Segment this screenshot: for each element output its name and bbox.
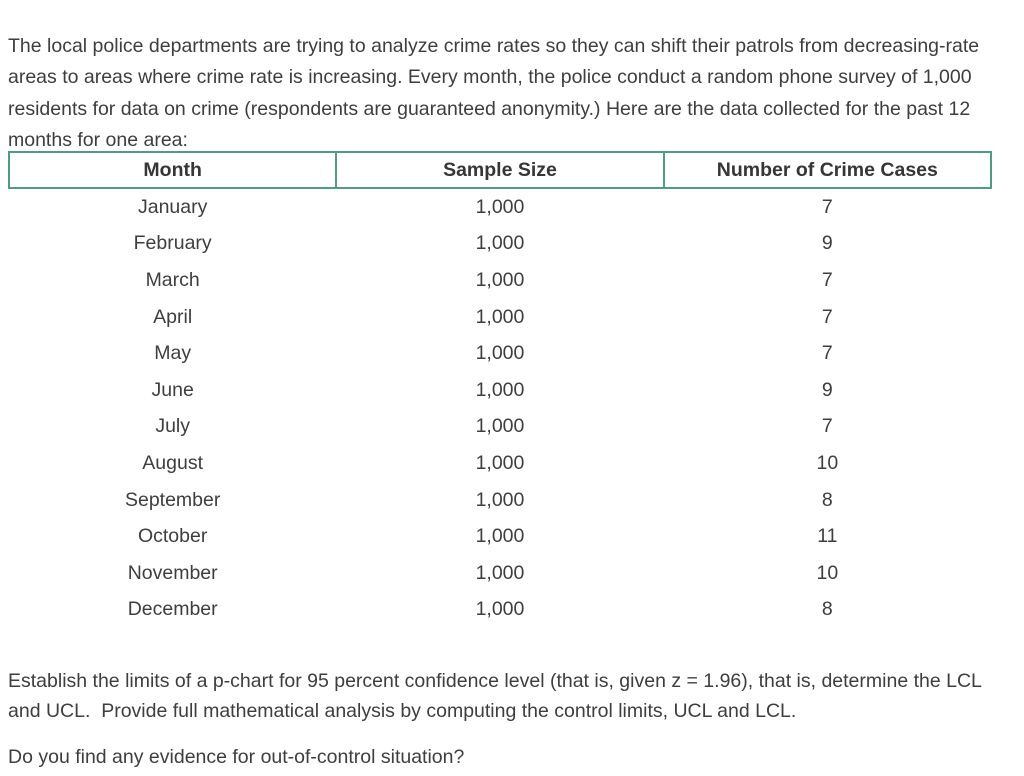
cell-sample-size: 1,000 xyxy=(475,268,525,291)
problem-statement: The local police departments are trying … xyxy=(8,34,980,152)
crime-data-table: Month Sample Size Number of Crime Cases … xyxy=(7,151,993,629)
cell-sample-size: 1,000 xyxy=(475,378,525,401)
table-row: January 1,000 7 xyxy=(9,188,991,226)
cell-sample-size: 1,000 xyxy=(475,525,525,548)
cell-month: July xyxy=(155,415,190,438)
cell-month: August xyxy=(142,451,204,474)
cell-sample-size: 1,000 xyxy=(475,488,525,511)
cell-sample-size: 1,000 xyxy=(475,451,525,474)
cell-crime-cases: 11 xyxy=(817,525,838,548)
column-header-crime-cases: Number of Crime Cases xyxy=(662,151,993,189)
column-header-month: Month xyxy=(7,151,338,189)
cell-crime-cases: 10 xyxy=(816,561,839,584)
table-row: April 1,000 7 xyxy=(9,299,991,336)
cell-month: March xyxy=(145,268,200,291)
column-header-sample-size: Sample Size xyxy=(335,151,665,189)
cell-month: November xyxy=(127,561,218,584)
cell-month: February xyxy=(133,232,212,255)
cell-month: September xyxy=(124,488,221,511)
table-row: June 1,000 9 xyxy=(9,372,991,409)
cell-month: January xyxy=(137,195,208,218)
cell-crime-cases: 7 xyxy=(821,415,833,438)
cell-crime-cases: 7 xyxy=(821,268,833,291)
question-pchart-limits: Establish the limits of a p-chart for 95… xyxy=(8,669,987,723)
table-row: May 1,000 7 xyxy=(9,335,991,372)
cell-month: June xyxy=(151,378,194,401)
table-row: October 1,000 11 xyxy=(9,518,991,555)
cell-crime-cases: 9 xyxy=(821,378,833,401)
table-row: March 1,000 7 xyxy=(9,262,991,299)
table-header-row: Month Sample Size Number of Crime Cases xyxy=(7,151,993,189)
cell-crime-cases: 7 xyxy=(821,305,833,328)
cell-month: December xyxy=(127,598,218,621)
table-row: September 1,000 8 xyxy=(9,482,991,519)
cell-crime-cases: 8 xyxy=(821,488,833,511)
cell-crime-cases: 9 xyxy=(821,232,833,255)
cell-crime-cases: 8 xyxy=(821,598,833,621)
cell-crime-cases: 10 xyxy=(816,451,839,474)
table-row: November 1,000 10 xyxy=(9,555,991,592)
table-row: July 1,000 7 xyxy=(9,409,991,446)
cell-sample-size: 1,000 xyxy=(475,598,525,621)
cell-month: May xyxy=(154,342,192,365)
table-row: December 1,000 8 xyxy=(9,592,991,629)
cell-sample-size: 1,000 xyxy=(475,561,525,584)
cell-month: October xyxy=(137,525,208,548)
cell-crime-cases: 7 xyxy=(821,195,833,218)
cell-sample-size: 1,000 xyxy=(475,305,525,328)
cell-sample-size: 1,000 xyxy=(475,195,525,218)
cell-month: April xyxy=(153,305,193,328)
question-out-of-control: Do you find any evidence for out-of-cont… xyxy=(8,745,465,768)
table-row: August 1,000 10 xyxy=(9,445,991,482)
cell-sample-size: 1,000 xyxy=(475,232,525,255)
cell-sample-size: 1,000 xyxy=(475,415,525,438)
cell-sample-size: 1,000 xyxy=(475,342,525,365)
table-row: February 1,000 9 xyxy=(9,226,991,263)
cell-crime-cases: 7 xyxy=(821,342,833,365)
